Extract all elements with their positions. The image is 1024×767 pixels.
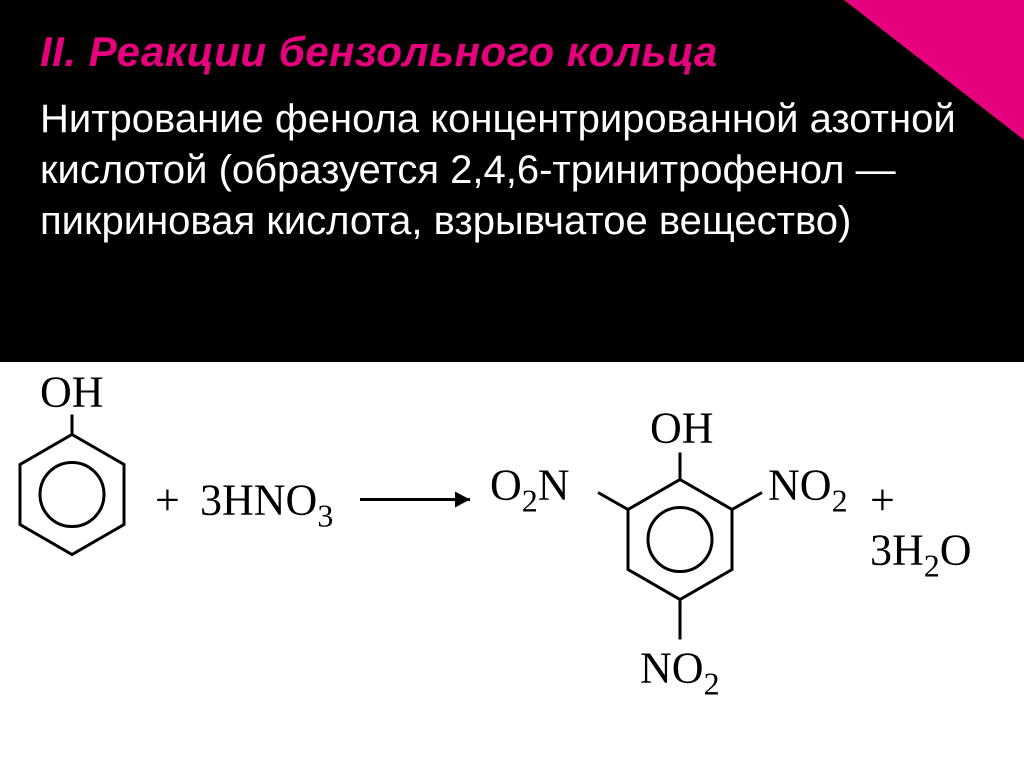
reactant-hno3: 3HNO3 xyxy=(200,476,333,534)
accent-triangle xyxy=(844,0,1024,140)
product-inner-circle xyxy=(648,508,712,572)
product-no2-bottom: NO2 xyxy=(640,644,720,702)
benzene-hexagon xyxy=(20,435,124,555)
slide-top-section: II. Реакции бензольного кольца Нитровани… xyxy=(0,0,1024,362)
reaction-diagram: OH + 3HNO3 OH xyxy=(0,362,1024,767)
plus-1: + xyxy=(155,476,180,525)
product-oh-label: OH xyxy=(650,404,714,453)
slide-body-text: Нитрование фенола концентрированной азот… xyxy=(40,94,980,248)
benzene-inner-circle xyxy=(40,463,104,527)
reaction-arrow xyxy=(360,492,470,508)
reaction-svg: OH + 3HNO3 OH xyxy=(0,362,1024,767)
reactant-phenol: OH xyxy=(20,368,124,555)
product-hexagon xyxy=(628,480,732,600)
plus-2: + xyxy=(870,476,895,525)
oh-label: OH xyxy=(40,368,104,417)
product-no2-right: NO2 xyxy=(768,461,848,519)
product-trinitrophenol: OH O2N NO2 NO2 xyxy=(490,404,848,702)
slide-heading: II. Реакции бензольного кольца xyxy=(40,28,984,76)
product-h2o: 3H2O xyxy=(870,526,972,584)
product-o2n-left: O2N xyxy=(490,461,570,519)
